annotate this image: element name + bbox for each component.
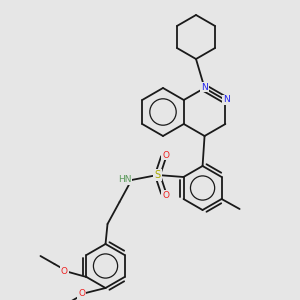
Text: S: S: [154, 170, 160, 180]
Text: O: O: [78, 290, 85, 298]
Text: N: N: [201, 82, 208, 91]
Text: HN: HN: [118, 176, 131, 184]
Text: N: N: [223, 95, 230, 104]
Text: O: O: [162, 190, 169, 200]
Text: O: O: [61, 266, 68, 275]
Text: O: O: [162, 151, 169, 160]
